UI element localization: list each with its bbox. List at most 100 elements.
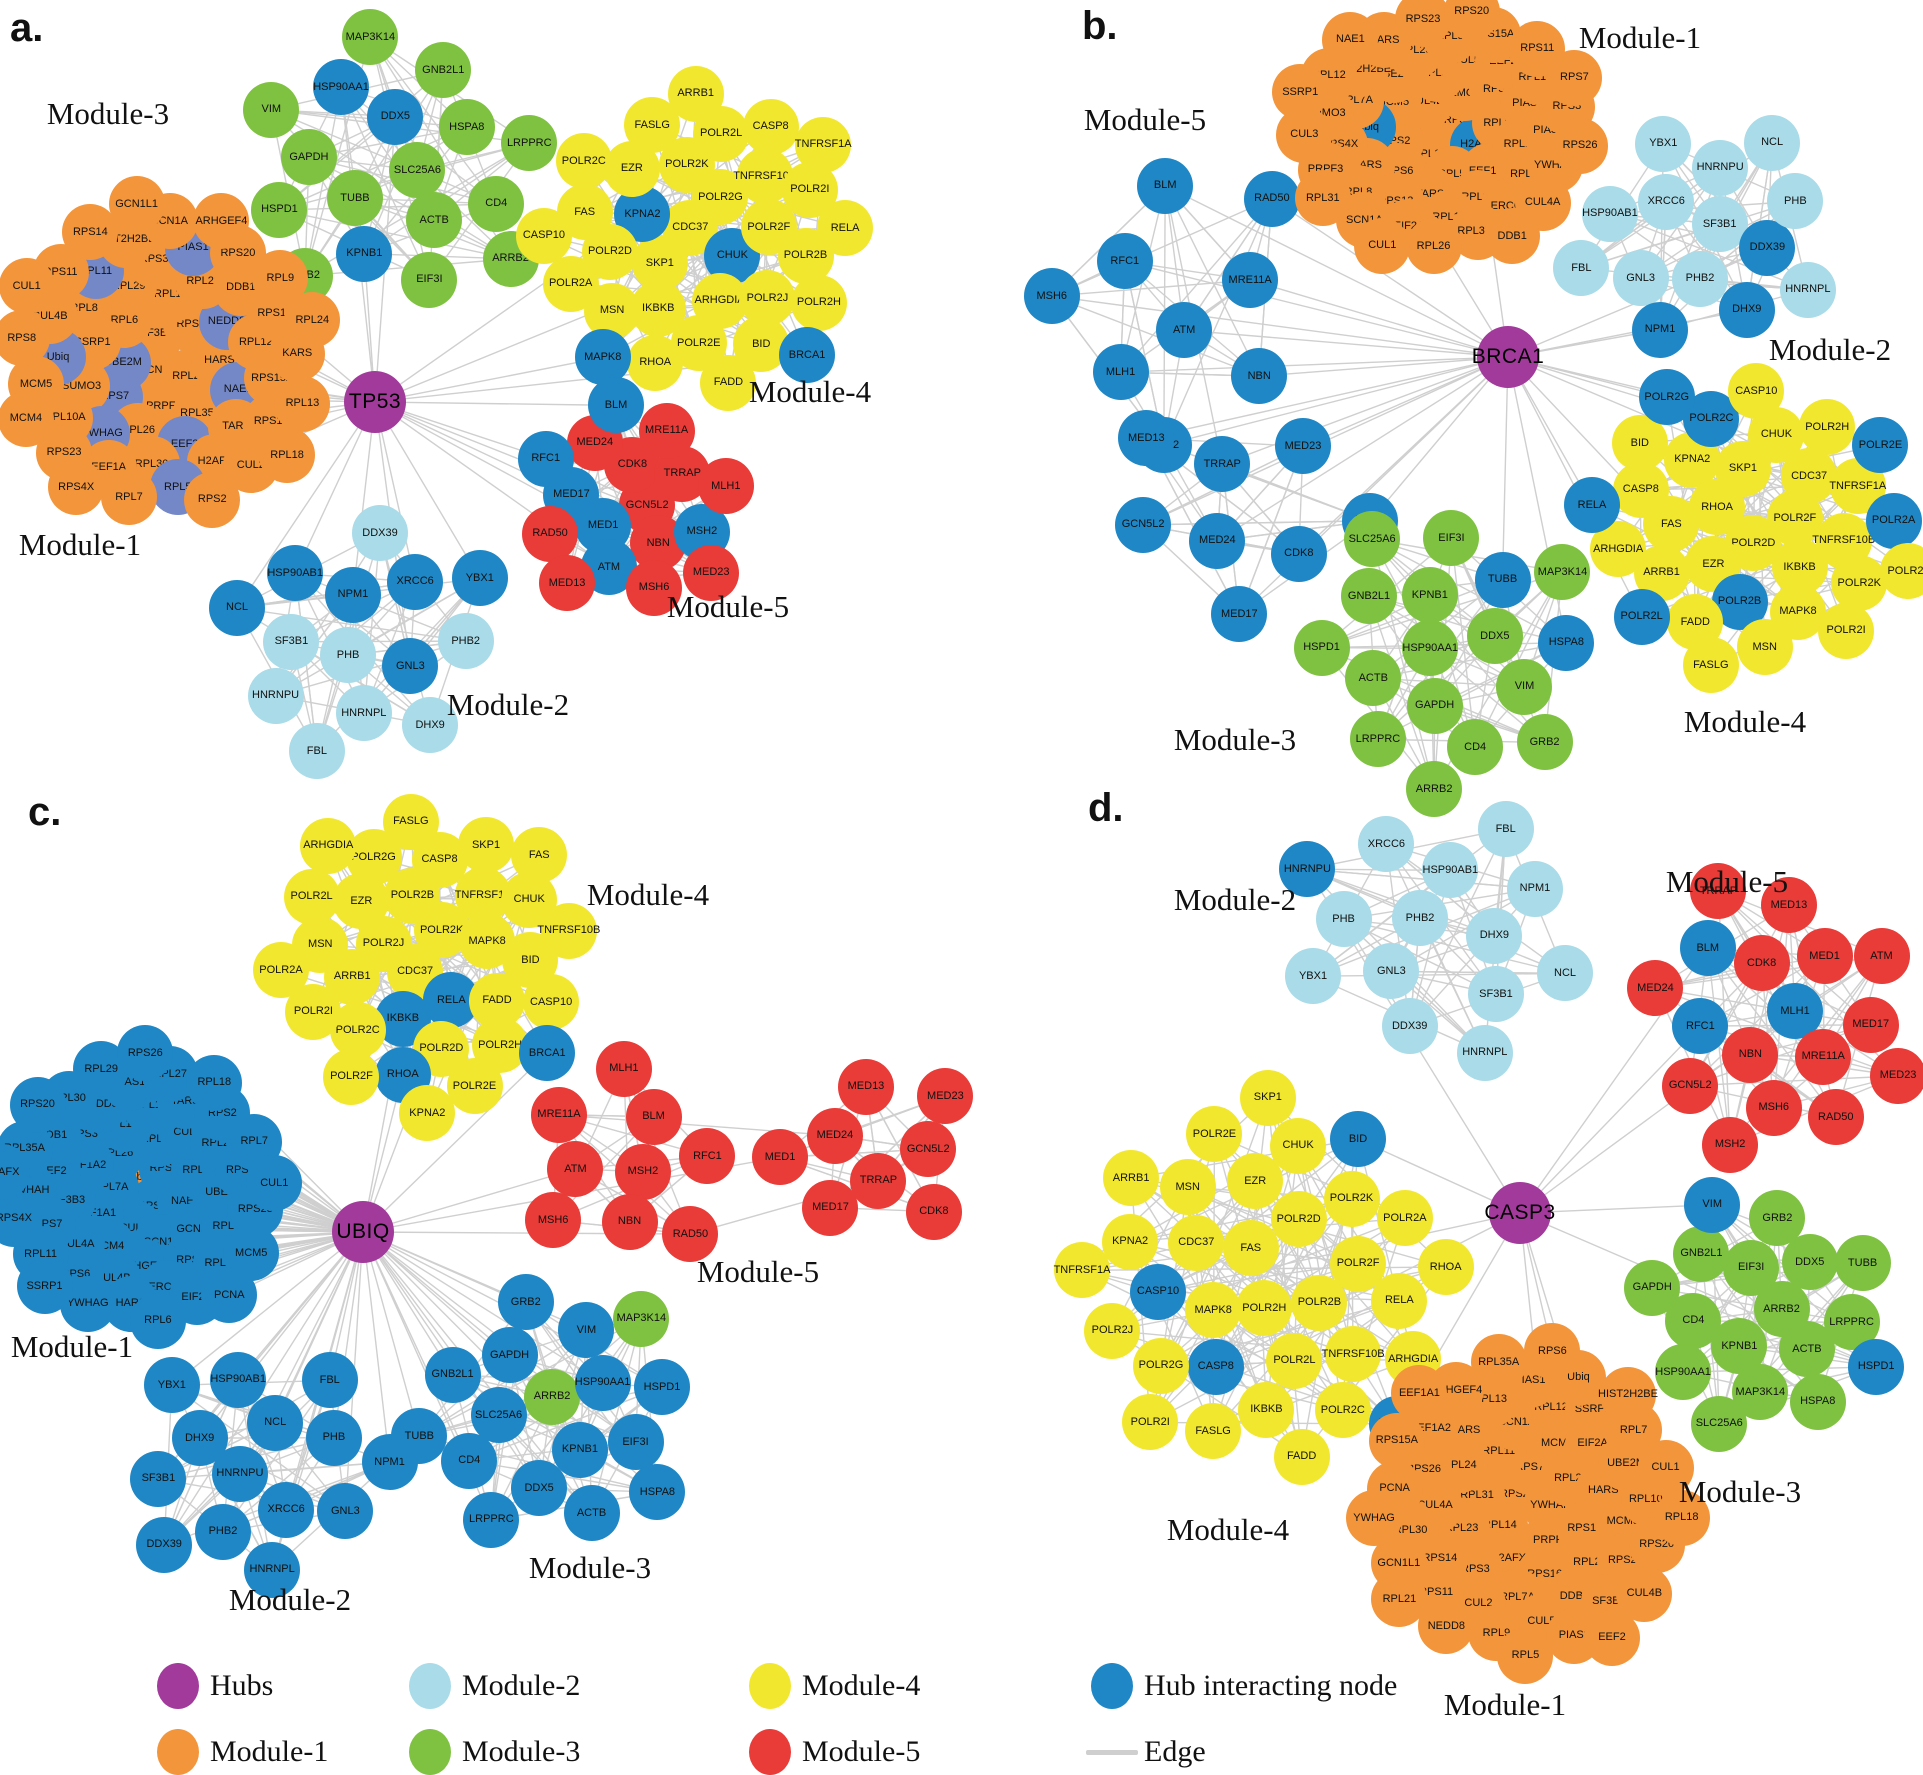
- network-node: POLR2L: [283, 868, 340, 925]
- node-label: HSP90AB1: [1582, 207, 1638, 220]
- node-label: GNL3: [1377, 964, 1406, 977]
- network-node: TNFRSF10B: [1322, 1326, 1385, 1383]
- node-label: BRCA1: [788, 348, 826, 361]
- node-label: MAP3K14: [345, 30, 396, 43]
- network-node: PHB: [1315, 891, 1372, 948]
- network-node: HNRNPU: [1692, 139, 1749, 196]
- node-label: RPL11: [1482, 1444, 1516, 1457]
- edge: [1371, 538, 1567, 644]
- module-label: Module-1: [1578, 20, 1702, 55]
- node-label: RAD50: [672, 1227, 709, 1240]
- network-node: RPS20: [9, 1076, 66, 1133]
- module-label: Module-1: [10, 1329, 134, 1364]
- node-label: CASP8: [752, 120, 789, 133]
- network-node: KPNB1: [1401, 567, 1458, 624]
- network-node: RPL18: [1653, 1489, 1710, 1546]
- node-label: KPNB1: [1411, 588, 1448, 601]
- node-label: DDX5: [1480, 629, 1510, 642]
- node-label: TRRAP: [859, 1174, 898, 1187]
- network-node: RPS8: [0, 310, 50, 367]
- node-label: RHOA: [1429, 1260, 1462, 1273]
- network-node: IKBKB: [1238, 1381, 1295, 1438]
- node-label: KPNB1: [1721, 1339, 1758, 1352]
- network-node: RPL7: [100, 469, 157, 526]
- node-label: MCM5: [1606, 1514, 1639, 1527]
- node-label: GNL3: [1626, 271, 1655, 284]
- network-node: HNRNPL: [1456, 1024, 1513, 1081]
- network-node: DDX39: [352, 505, 408, 562]
- node-label: GNB2L1: [431, 1368, 474, 1381]
- node-label: CDK8: [919, 1205, 949, 1218]
- node-label: RPS7: [1515, 1460, 1545, 1473]
- node-label: UBE2I: [205, 1186, 238, 1199]
- node-label: RPS13: [149, 1162, 185, 1175]
- network-node: MSN: [1159, 1159, 1216, 1216]
- node-label: GCN5L2: [1668, 1079, 1712, 1092]
- network-node: RELA: [1371, 1272, 1428, 1329]
- node-label: RPL18: [1432, 211, 1466, 224]
- network-node: MED1: [1796, 928, 1853, 985]
- node-label: MSN: [1752, 640, 1777, 653]
- node-label: PHB: [1784, 194, 1807, 207]
- network-node: XRCC6: [258, 1481, 315, 1538]
- node-label: HIST2H2BE: [1331, 62, 1392, 75]
- network-node: MRE11A: [638, 402, 695, 459]
- module-label: Module-3: [1678, 1474, 1802, 1509]
- node-label: MLH1: [711, 479, 741, 492]
- node-label: SUMO3: [62, 379, 102, 392]
- node-label: FAS: [528, 848, 550, 861]
- network-node: POLR2K: [1323, 1170, 1380, 1227]
- node-label: MCM5: [235, 1246, 268, 1259]
- node-label: RPL13: [285, 397, 320, 410]
- node-label: HSPA8: [1548, 636, 1584, 649]
- network-node: RAD50: [1243, 170, 1300, 227]
- panel-letter: b.: [1082, 4, 1118, 48]
- network-node: MAP3K14: [342, 9, 399, 66]
- node-label: CUL5: [119, 1221, 148, 1234]
- network-node: SF3B1: [130, 1450, 187, 1507]
- node-label: MED24: [1637, 981, 1674, 994]
- node-label: POLR2I: [293, 1005, 333, 1018]
- node-label: RPS7: [100, 390, 130, 403]
- edge: [1164, 185, 1260, 377]
- node-label: RPL21: [1483, 116, 1517, 129]
- network-node: NCL: [247, 1394, 304, 1451]
- node-label: POLR2E: [1858, 438, 1903, 451]
- node-label: FAS: [1660, 517, 1682, 530]
- edge: [1216, 356, 1509, 542]
- network-node: HSP90AA1: [1402, 620, 1459, 677]
- node-label: XRCC6: [267, 1503, 305, 1516]
- node-label: FADD: [482, 994, 512, 1007]
- network-node: KPNB1: [336, 225, 393, 282]
- node-label: CDK8: [1746, 956, 1777, 969]
- node-label: YBX1: [1649, 137, 1678, 150]
- node-label: TUBB: [1847, 1256, 1878, 1269]
- module-label: Module-4: [1683, 704, 1807, 739]
- node-label: MAPK8: [584, 350, 622, 363]
- node-label: RHOA: [386, 1068, 419, 1081]
- node-label: RFC1: [1686, 1019, 1715, 1032]
- node-label: RPL9: [1436, 29, 1464, 42]
- node-label: CASP8: [1622, 483, 1659, 496]
- node-label: MED1: [587, 519, 619, 532]
- network-node: HSPD1: [1848, 1338, 1905, 1395]
- module-label: Module-2: [446, 687, 570, 722]
- node-label: POLR2D: [1731, 536, 1776, 549]
- node-label: SF3B3: [51, 1193, 86, 1206]
- node-label: RPS7: [1560, 71, 1589, 84]
- network-node: MED17: [1211, 586, 1268, 643]
- node-label: CDC37: [1178, 1236, 1215, 1249]
- network-node: SSRP1: [1272, 64, 1329, 121]
- network-node: BRCA1: [519, 1025, 576, 1081]
- node-label: RPL12: [212, 1219, 247, 1232]
- node-label: RPL24: [295, 313, 330, 326]
- node-label: RPS11: [1419, 1586, 1454, 1599]
- node-label: ACTB: [1358, 671, 1388, 684]
- node-label: MCM4: [91, 1240, 125, 1253]
- node-label: RPL13: [133, 1098, 168, 1111]
- network-node: KPNA2: [1102, 1213, 1159, 1270]
- node-label: IKBKB: [386, 1012, 420, 1025]
- network-node: GCN5L2: [1662, 1057, 1719, 1114]
- edge: [1120, 356, 1509, 373]
- node-label: CASP10: [1136, 1285, 1180, 1298]
